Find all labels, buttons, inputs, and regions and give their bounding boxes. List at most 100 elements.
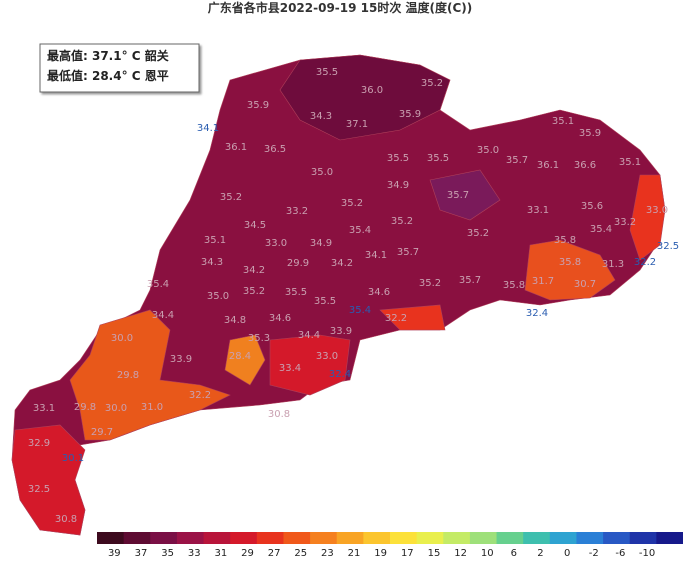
value-label: 35.9 xyxy=(399,109,421,120)
legend-cell xyxy=(150,532,178,544)
legend-cell xyxy=(230,532,258,544)
legend-tick: 35 xyxy=(161,548,174,559)
legend-tick: -6 xyxy=(615,548,625,559)
value-label: 35.2 xyxy=(243,286,265,297)
value-label: 35.3 xyxy=(248,333,270,344)
legend-tick: 0 xyxy=(564,548,570,559)
value-label: 35.0 xyxy=(311,167,333,178)
legend-cell xyxy=(469,532,498,544)
value-label: 35.2 xyxy=(467,228,489,239)
value-label: 29.9 xyxy=(287,258,309,269)
legend-tick: 31 xyxy=(214,548,227,559)
value-label: 34.5 xyxy=(244,220,266,231)
value-label: 35.1 xyxy=(552,116,574,127)
value-label: 36.6 xyxy=(574,160,596,171)
value-label: 35.8 xyxy=(503,280,525,291)
value-label: 30.0 xyxy=(105,403,127,414)
value-label: 32.9 xyxy=(28,438,50,449)
value-label: 34.9 xyxy=(387,180,409,191)
value-label: 32.5 xyxy=(28,484,50,495)
value-label: 33.9 xyxy=(170,354,192,365)
region-east xyxy=(429,169,501,221)
value-label: 34.1 xyxy=(197,123,219,134)
value-label: 34.2 xyxy=(243,265,265,276)
value-label: 35.5 xyxy=(387,153,409,164)
value-label: 35.7 xyxy=(397,247,419,258)
legend-tick: 29 xyxy=(241,548,254,559)
legend-cell xyxy=(443,532,471,544)
value-label: 35.8 xyxy=(559,257,581,268)
region-coast-east xyxy=(379,304,446,331)
value-label: 35.5 xyxy=(285,287,307,298)
region-east-coast xyxy=(629,174,666,261)
legend-cell xyxy=(603,532,631,544)
value-label: 36.5 xyxy=(264,144,286,155)
value-label: 33.1 xyxy=(33,403,55,414)
value-label: 33.0 xyxy=(265,238,287,249)
legend-cell xyxy=(123,532,151,544)
value-label: 35.7 xyxy=(506,155,528,166)
value-label: 35.2 xyxy=(419,278,441,289)
value-label: 35.1 xyxy=(619,157,641,168)
value-label: 35.0 xyxy=(207,291,229,302)
value-label: 35.4 xyxy=(349,225,371,236)
legend-tick: 25 xyxy=(294,548,307,559)
value-label: 35.8 xyxy=(554,235,576,246)
value-label: 30.7 xyxy=(574,279,596,290)
value-label: 30.8 xyxy=(268,409,290,420)
value-label: 30.0 xyxy=(111,333,133,344)
value-label: 33.2 xyxy=(286,206,308,217)
legend-tick: -10 xyxy=(639,548,655,559)
value-label: 29.8 xyxy=(74,402,96,413)
value-label: 35.2 xyxy=(341,198,363,209)
value-label: 29.8 xyxy=(117,370,139,381)
value-label: 33.1 xyxy=(527,205,549,216)
value-label: 33.0 xyxy=(316,351,338,362)
value-label: 29.7 xyxy=(91,427,113,438)
value-label: 30.1 xyxy=(62,453,84,464)
legend-cell xyxy=(416,532,444,544)
info-box xyxy=(39,43,200,93)
region-zhanjiang xyxy=(11,424,86,536)
legend-cell xyxy=(549,532,577,544)
legend-tick: 23 xyxy=(321,548,334,559)
legend-cell xyxy=(390,532,418,544)
value-label: 35.2 xyxy=(391,216,413,227)
value-label: 32.2 xyxy=(189,390,211,401)
legend-cell xyxy=(656,532,683,544)
value-label: 35.5 xyxy=(314,296,336,307)
legend-cell xyxy=(97,532,125,544)
legend-cell xyxy=(336,532,364,544)
legend-tick: 33 xyxy=(188,548,201,559)
legend-cell xyxy=(363,532,391,544)
title: 广东省各市县2022-09-19 15时次 温度(度(C)) xyxy=(208,0,473,15)
value-label: 35.5 xyxy=(316,67,338,78)
legend-tick: 15 xyxy=(428,548,441,559)
value-label: 33.4 xyxy=(279,363,301,374)
value-label: 34.4 xyxy=(152,310,174,321)
value-label: 34.4 xyxy=(298,330,320,341)
legend-tick: 27 xyxy=(268,548,281,559)
legend-cell xyxy=(176,532,205,544)
legend-tick: 12 xyxy=(454,548,467,559)
legend-tick: 17 xyxy=(401,548,414,559)
region-southwest xyxy=(69,309,231,441)
value-label: 32.4 xyxy=(526,308,548,319)
region-south xyxy=(269,334,351,396)
value-label: 36.0 xyxy=(361,85,383,96)
region-enping xyxy=(224,334,266,386)
value-label: 36.1 xyxy=(225,142,247,153)
value-label: 34.3 xyxy=(201,257,223,268)
value-label: 35.4 xyxy=(590,224,612,235)
value-label: 33.2 xyxy=(614,217,636,228)
value-label: 35.0 xyxy=(477,145,499,156)
value-label: 35.2 xyxy=(220,192,242,203)
legend-cell xyxy=(523,532,551,544)
value-label: 35.1 xyxy=(204,235,226,246)
legend-tick: 39 xyxy=(108,548,121,559)
legend-cell xyxy=(496,532,524,544)
value-label: 32.2 xyxy=(634,257,656,268)
value-label: 34.6 xyxy=(368,287,390,298)
info-min: 最低值: 28.4° C 恩平 xyxy=(47,68,169,83)
